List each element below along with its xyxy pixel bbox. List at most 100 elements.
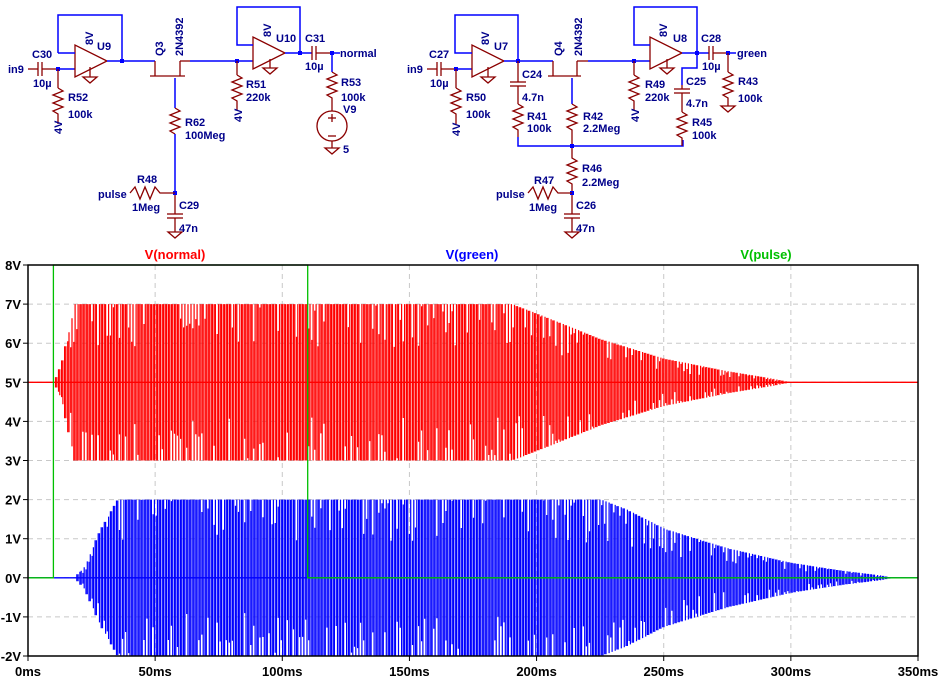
opamp-u10 — [252, 35, 287, 71]
u9-supply: 8V — [84, 31, 96, 45]
r51-bias: 4V — [233, 108, 245, 122]
r41-ref: R41 — [527, 111, 547, 123]
net-label-in9: in9 — [8, 64, 24, 76]
u7-ref: U7 — [494, 41, 508, 53]
r51-value: 220k — [246, 92, 271, 104]
r45-ref: R45 — [692, 117, 712, 129]
resistor-r48 — [129, 185, 175, 201]
x-tick-label: 50ms — [139, 664, 172, 679]
c30-ref: C30 — [32, 49, 52, 61]
right-circuit: in9 C27 10µ R50 100k 4V 8V U7 C24 4.7n R… — [407, 6, 767, 239]
y-tick-label: 2V — [5, 493, 21, 508]
c24-value: 4.7n — [522, 92, 544, 104]
r48-value: 1Meg — [132, 202, 160, 214]
u10-supply: 8V — [262, 23, 274, 37]
y-tick-label: 0V — [5, 571, 21, 586]
net-label-pulse-left: pulse — [98, 189, 127, 201]
y-tick-label: 5V — [5, 375, 21, 390]
resistor-r41 — [511, 103, 525, 137]
r49-value: 220k — [645, 92, 670, 104]
r41-value: 100k — [527, 123, 552, 135]
r51-ref: R51 — [246, 79, 266, 91]
r47-ref: R47 — [534, 175, 554, 187]
resistor-r42 — [565, 103, 579, 146]
y-tick-label: 1V — [5, 532, 21, 547]
c31-ref: C31 — [305, 33, 325, 45]
legend-entry: V(normal) — [145, 247, 206, 262]
c25-value: 4.7n — [686, 98, 708, 110]
r50-ref: R50 — [466, 92, 486, 104]
resistor-r49 — [627, 74, 641, 110]
legend-entry: V(green) — [446, 247, 499, 262]
c27-value: 10µ — [430, 78, 449, 90]
u9-ref: U9 — [97, 41, 111, 53]
r43-value: 100k — [738, 93, 763, 105]
series-waveform — [54, 304, 790, 461]
v9-ref: V9 — [343, 104, 356, 116]
u8-supply: 8V — [658, 23, 670, 37]
r52-value: 100k — [68, 109, 93, 121]
resistor-r53 — [325, 71, 339, 111]
c26-ref: C26 — [576, 200, 596, 212]
opamp-u8 — [649, 35, 684, 71]
r48-ref: R48 — [137, 174, 157, 186]
r45-value: 100k — [692, 130, 717, 142]
y-tick-label: 8V — [5, 258, 21, 273]
r53-value: 100k — [341, 92, 366, 104]
net-label-pulse-right: pulse — [496, 189, 525, 201]
r43-ref: R43 — [738, 76, 758, 88]
x-tick-label: 100ms — [262, 664, 302, 679]
u10-ref: U10 — [276, 33, 296, 45]
c28-value: 10µ — [702, 61, 721, 73]
c31-value: 10µ — [305, 61, 324, 73]
r52-ref: R52 — [68, 92, 88, 104]
r62-value: 100Meg — [185, 130, 225, 142]
resistor-r62 — [168, 107, 182, 135]
opamp-u9 — [74, 43, 109, 79]
c25-ref: C25 — [686, 76, 706, 88]
left-circuit: in9 C30 10µ R52 100k 4V 8V U9 Q3 2N4392 … — [8, 6, 377, 239]
r53-ref: R53 — [341, 77, 361, 89]
r42-ref: R42 — [583, 111, 603, 123]
series-vnormal — [28, 304, 918, 461]
q4-model: 2N4392 — [573, 17, 585, 56]
x-tick-label: 200ms — [516, 664, 556, 679]
r62-ref: R62 — [185, 117, 205, 129]
net-label-green: green — [737, 48, 767, 60]
trace-titles: V(normal) V(green) V(pulse) — [145, 247, 792, 262]
resistor-r50 — [449, 87, 463, 124]
x-tick-label: 0ms — [15, 664, 41, 679]
y-tick-label: -2V — [1, 649, 22, 664]
net-label-in9-right: in9 — [407, 64, 423, 76]
resistor-r46 — [565, 148, 579, 193]
resistor-r45 — [675, 111, 689, 146]
y-tick-label: 6V — [5, 336, 21, 351]
c27-ref: C27 — [429, 49, 449, 61]
r42-value: 2.2Meg — [583, 123, 620, 135]
y-tick-label: -1V — [1, 610, 22, 625]
r50-bias: 4V — [451, 122, 463, 136]
c30-value: 10µ — [33, 78, 52, 90]
resistor-r47 — [527, 185, 572, 201]
c26-value: 47n — [576, 223, 595, 235]
r52-bias: 4V — [53, 120, 65, 134]
y-tick-label: 7V — [5, 297, 21, 312]
resistor-r43 — [721, 71, 735, 106]
c28-ref: C28 — [701, 33, 721, 45]
legend-entry: V(pulse) — [740, 247, 791, 262]
x-tick-label: 300ms — [771, 664, 811, 679]
y-tick-label: 3V — [5, 454, 21, 469]
v9-value: 5 — [343, 144, 349, 156]
r46-value: 2.2Meg — [582, 177, 619, 189]
schematic: in9 C30 10µ R52 100k 4V 8V U9 Q3 2N4392 … — [8, 6, 767, 239]
r49-bias: 4V — [630, 108, 642, 122]
q4-ref: Q4 — [553, 40, 565, 56]
r46-ref: R46 — [582, 163, 602, 175]
r47-value: 1Meg — [529, 202, 557, 214]
x-tick-label: 250ms — [643, 664, 683, 679]
y-tick-label: 4V — [5, 414, 21, 429]
plot-frame — [27, 264, 919, 657]
c29-value: 47n — [179, 223, 198, 235]
